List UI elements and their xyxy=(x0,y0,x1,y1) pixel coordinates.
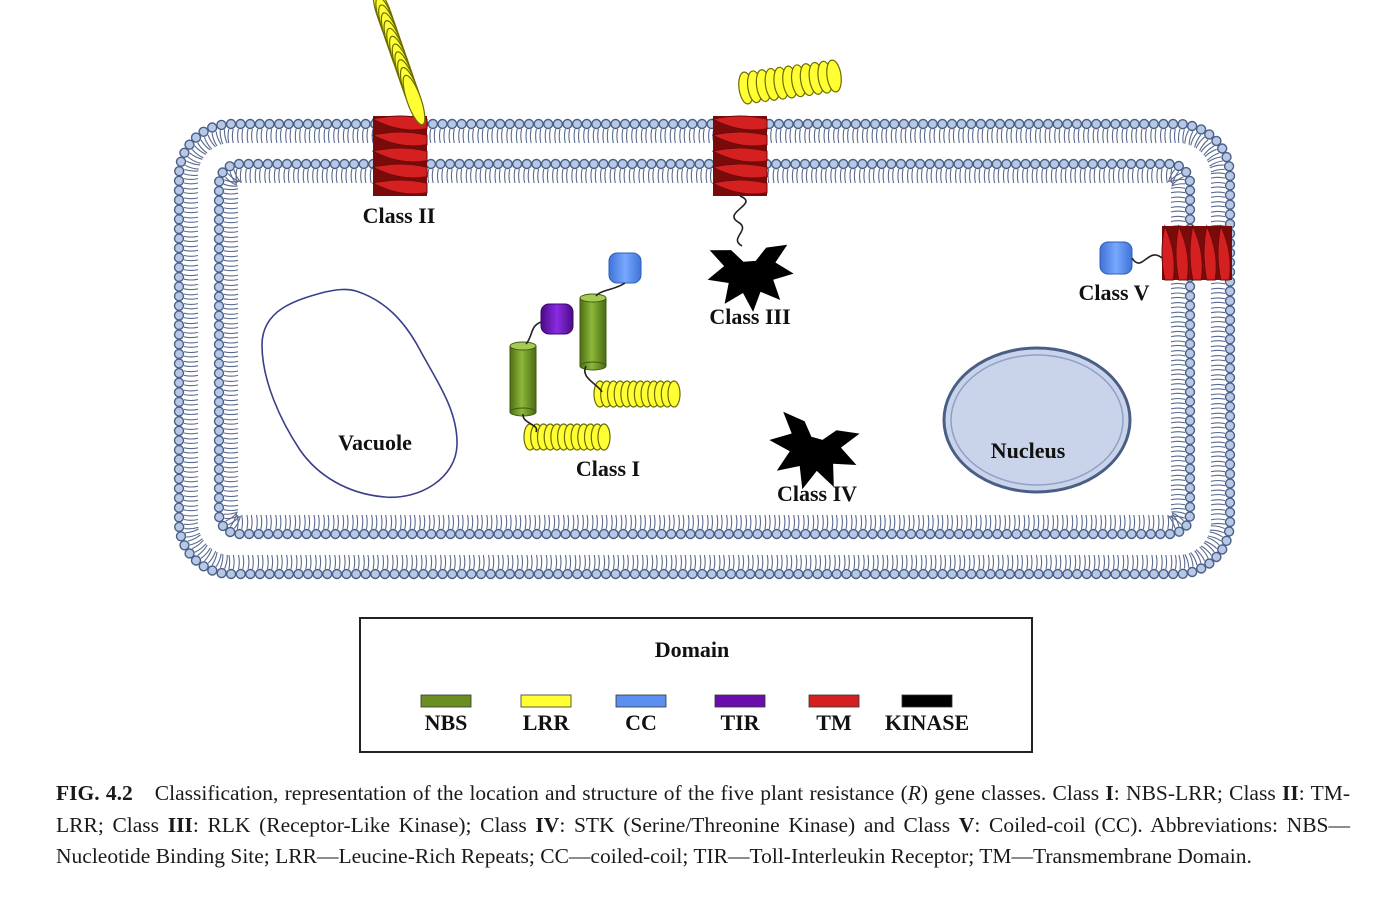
caption-text-5: : RLK (Receptor-Like Kinase); Class xyxy=(192,812,536,837)
legend: Domain NBS LRR CC TIR TM KINASE xyxy=(359,617,1033,753)
legend-label-nbs: NBS xyxy=(425,710,468,735)
legend-label-tir: TIR xyxy=(720,710,760,735)
legend-swatch-tm xyxy=(808,694,860,708)
legend-swatch-tir xyxy=(714,694,766,708)
nucleus xyxy=(942,346,1132,494)
caption-r-italic: R xyxy=(907,781,921,805)
caption-class-1: I xyxy=(1105,781,1114,805)
legend-label-lrr: LRR xyxy=(523,710,571,735)
caption-class-4: IV xyxy=(535,812,560,837)
caption-text-1: Classification, representation of the lo… xyxy=(154,781,908,805)
legend-swatch-nbs xyxy=(420,694,472,708)
caption-text-3: : NBS-LRR; Class xyxy=(1113,781,1282,805)
class-i-protein xyxy=(509,252,681,451)
caption-text-2: ) gene classes. Class xyxy=(920,781,1106,805)
figure-caption: FIG. 4.2 Classification, representation o… xyxy=(56,778,1350,873)
legend-label-cc: CC xyxy=(625,710,657,735)
cell-membrane xyxy=(173,118,1236,580)
caption-text-6: : STK (Serine/Threonine Kinase) and Clas… xyxy=(559,812,959,837)
legend-swatch-cc xyxy=(615,694,667,708)
caption-class-3: III xyxy=(167,812,193,837)
legend-items: NBS LRR CC TIR TM KINASE xyxy=(420,694,969,735)
caption-text-7: : Coiled-coil (CC). Abbreviations: NBS—N… xyxy=(56,812,1350,869)
class-i-label: Class I xyxy=(576,456,640,481)
legend-swatch-lrr xyxy=(520,694,572,708)
legend-label-kinase: KINASE xyxy=(885,710,969,735)
caption-class-5: V xyxy=(958,812,975,837)
legend-label-tm: TM xyxy=(816,710,852,735)
class-v-protein xyxy=(1099,224,1232,281)
caption-class-2: II xyxy=(1281,781,1299,805)
figure-number: FIG. 4.2 xyxy=(56,781,133,805)
legend-box xyxy=(359,617,1033,753)
class-iv-kinase xyxy=(769,411,860,490)
legend-swatch-kinase xyxy=(901,694,953,708)
class-ii-receptor xyxy=(371,0,428,196)
vacuole-label: Vacuole xyxy=(338,430,412,455)
class-iv-label: Class IV xyxy=(777,481,857,506)
class-iii-label: Class III xyxy=(709,304,790,329)
legend-title: Domain xyxy=(655,637,730,662)
class-v-label: Class V xyxy=(1078,280,1149,305)
nucleus-inner-ring xyxy=(950,354,1124,486)
vacuole xyxy=(261,288,458,499)
nucleus-label: Nucleus xyxy=(991,438,1066,463)
caption-text-4: : TM-LRR; Class xyxy=(56,781,1350,837)
class-iii-receptor xyxy=(707,59,842,312)
class-ii-label: Class II xyxy=(363,203,436,228)
